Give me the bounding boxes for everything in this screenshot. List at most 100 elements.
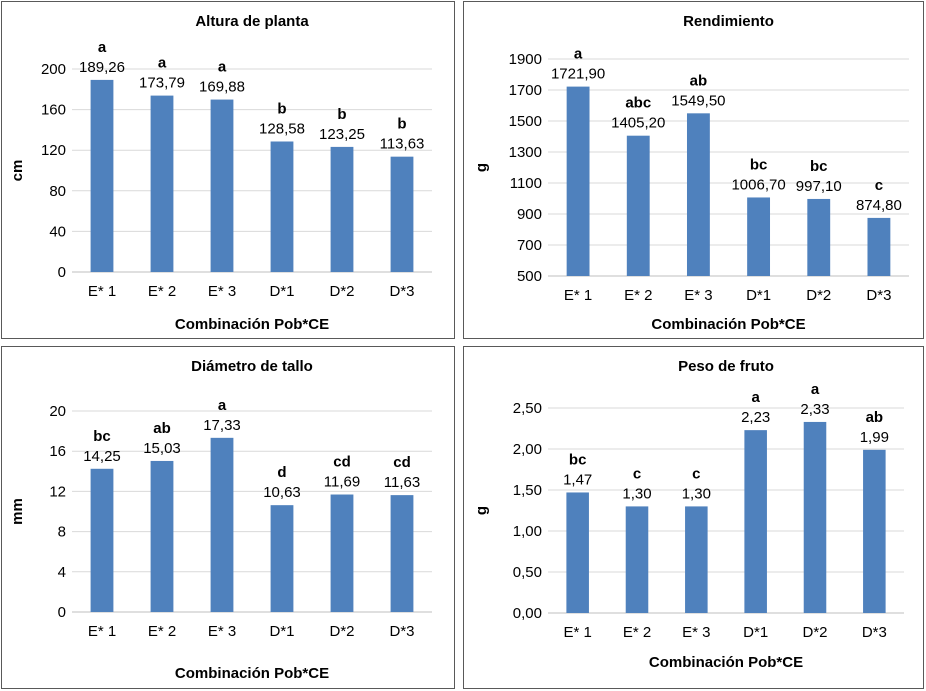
y-tick-label: 1,50: [513, 482, 542, 499]
y-tick-label: 0,50: [513, 564, 542, 581]
x-tick-label: E* 1: [88, 623, 116, 640]
y-tick-label: 1300: [509, 144, 542, 161]
bar: [744, 430, 767, 613]
x-tick-label: D*3: [389, 623, 414, 640]
significance-letter: bc: [93, 428, 111, 445]
bar: [150, 460, 174, 612]
x-axis-title: Combinación Pob*CE: [651, 316, 805, 333]
chart-svg: Diámetro de tallo 0 4 8 12 16 20 14,25 bc E* 1 15,…: [9, 358, 432, 682]
data-label: 128,58: [259, 120, 305, 137]
y-tick-label: 120: [41, 142, 66, 159]
data-label: 1721,90: [551, 66, 605, 83]
data-label: 1549,50: [671, 92, 725, 109]
x-tick-label: E* 1: [564, 287, 592, 304]
chart-panel-peso: Peso de fruto 0,00 0,50 1,00 1,50 2,00 2,50 1,4…: [463, 346, 924, 689]
bar: [210, 99, 234, 272]
y-tick-label: 1700: [509, 82, 542, 99]
x-tick-label: E* 3: [684, 287, 712, 304]
bar: [90, 468, 114, 612]
data-label: 173,79: [139, 75, 185, 92]
significance-letter: c: [633, 465, 641, 482]
chart-panel-rendimiento: Rendimiento 500 700 900 1100 1300 1500 1700 1900…: [463, 1, 924, 339]
bar: [210, 437, 234, 612]
x-tick-label: E* 3: [682, 624, 710, 641]
bar: [807, 198, 831, 276]
significance-letter: ab: [690, 72, 708, 89]
x-tick-label: D*1: [269, 623, 294, 640]
x-tick-label: D*1: [743, 624, 768, 641]
significance-letter: c: [692, 465, 700, 482]
significance-letter: bc: [810, 158, 828, 175]
significance-letter: a: [158, 55, 167, 72]
bar: [566, 492, 589, 613]
x-tick-label: E* 1: [563, 624, 591, 641]
bar: [90, 79, 114, 273]
bar: [150, 95, 174, 272]
data-label: 2,23: [741, 409, 770, 426]
significance-letter: bc: [569, 451, 587, 468]
x-tick-label: D*2: [806, 287, 831, 304]
significance-letter: a: [751, 389, 760, 406]
data-label: 15,03: [143, 440, 181, 457]
chart-svg: Altura de planta 0 40 80 120 160 200 189,26 a E* …: [9, 13, 432, 333]
bar: [626, 135, 650, 276]
significance-letter: b: [277, 100, 286, 117]
chart-title: Peso de fruto: [678, 358, 774, 375]
y-tick-label: 500: [517, 268, 542, 285]
y-tick-label: 160: [41, 102, 66, 119]
bar: [803, 421, 827, 613]
data-label: 1,99: [860, 429, 889, 446]
significance-letter: a: [218, 397, 227, 414]
data-label: 17,33: [203, 417, 241, 434]
bar: [686, 113, 710, 276]
x-tick-label: D*2: [329, 283, 354, 300]
y-axis-title: cm: [9, 160, 26, 182]
data-label: 1,30: [682, 485, 711, 502]
significance-letter: cd: [333, 454, 351, 471]
y-tick-label: 1,00: [513, 523, 542, 540]
x-tick-label: D*2: [802, 624, 827, 641]
chart-svg: Peso de fruto 0,00 0,50 1,00 1,50 2,00 2,50 1,4…: [473, 358, 904, 671]
y-tick-label: 1100: [510, 175, 542, 192]
y-tick-label: 12: [49, 483, 66, 500]
bar: [330, 494, 354, 612]
data-label: 113,63: [380, 136, 425, 153]
significance-letter: cd: [393, 454, 411, 471]
bar: [270, 141, 294, 272]
bar: [566, 86, 590, 276]
significance-letter: b: [397, 116, 406, 133]
y-tick-label: 700: [517, 237, 542, 254]
significance-letter: b: [337, 106, 346, 123]
x-axis-title: Combinación Pob*CE: [175, 316, 329, 333]
significance-letter: a: [574, 46, 583, 63]
bar: [747, 197, 771, 276]
significance-letter: abc: [625, 95, 651, 112]
data-label: 874,80: [856, 197, 902, 214]
significance-letter: bc: [750, 156, 768, 173]
y-tick-label: 40: [49, 223, 66, 240]
x-axis-title: Combinación Pob*CE: [649, 654, 803, 671]
data-label: 189,26: [79, 59, 125, 76]
significance-letter: a: [811, 381, 820, 398]
data-label: 1405,20: [611, 115, 665, 132]
data-label: 2,33: [800, 401, 829, 418]
y-tick-label: 4: [58, 564, 66, 581]
y-tick-label: 2,00: [513, 441, 542, 458]
x-tick-label: E* 2: [148, 623, 176, 640]
bar: [390, 156, 414, 272]
chart-title: Rendimiento: [683, 13, 774, 30]
bar: [625, 506, 649, 613]
data-label: 10,63: [263, 484, 301, 501]
x-tick-label: D*1: [269, 283, 294, 300]
chart-panel-altura: Altura de planta 0 40 80 120 160 200 189,26 a E* …: [1, 1, 455, 339]
chart-panel-diametro: Diámetro de tallo 0 4 8 12 16 20 14,25 bc E* 1 15,…: [1, 346, 455, 689]
y-tick-label: 80: [49, 183, 66, 200]
data-label: 123,25: [319, 126, 365, 143]
chart-svg: Rendimiento 500 700 900 1100 1300 1500 1700 1900…: [473, 13, 909, 333]
chart-title: Altura de planta: [195, 13, 309, 30]
chart-title: Diámetro de tallo: [191, 358, 313, 375]
x-tick-label: D*3: [862, 624, 887, 641]
significance-letter: a: [218, 59, 227, 76]
x-tick-label: E* 1: [88, 283, 116, 300]
y-axis-title: mm: [9, 498, 26, 525]
